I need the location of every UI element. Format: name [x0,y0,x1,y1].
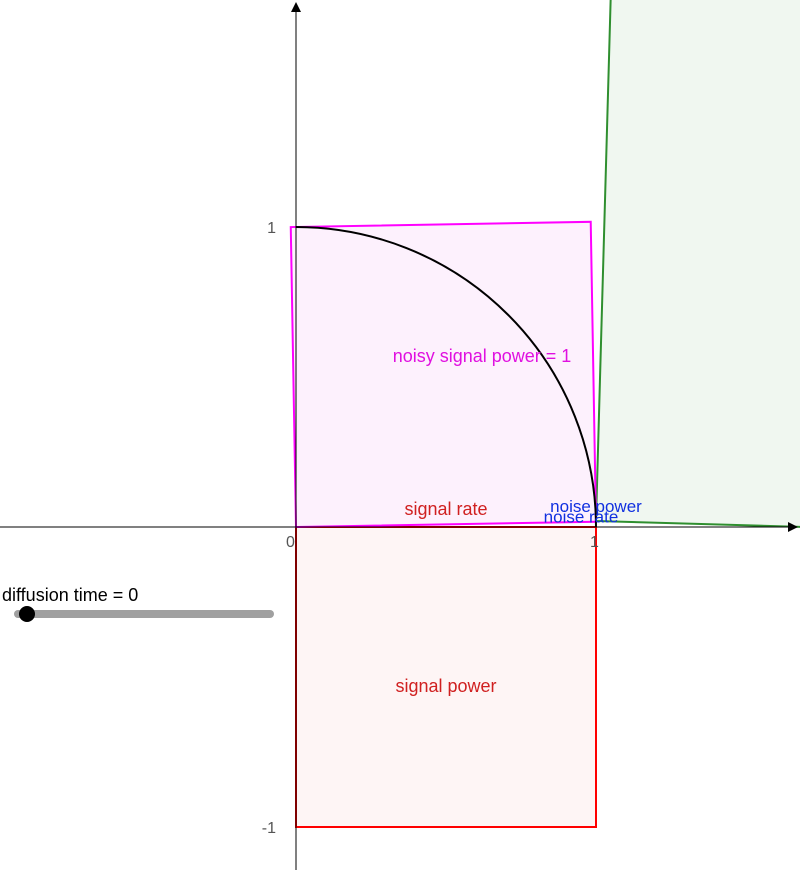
signal-power-label: signal power [395,676,496,696]
slider-thumb[interactable] [19,606,35,622]
diagram-canvas: 0 1 1 -1 noisy signal power = 1 signal power s… [0,0,800,870]
y-axis-arrow [291,2,301,12]
noisy-signal-label: noisy signal power = 1 [393,346,572,366]
diffusion-time-slider[interactable]: diffusion time = 0 [2,585,292,618]
slider-label: diffusion time = 0 [2,585,292,606]
signal-rate-label: signal rate [404,499,487,519]
x-tick-label: 0 [286,534,295,551]
y-tick-label: 1 [267,220,276,237]
x-tick-label: 1 [590,534,599,551]
noise-power-label: noise power [550,497,642,516]
y-tick-label: -1 [262,820,276,837]
noisy-signal-square [291,222,596,527]
slider-track[interactable] [14,610,274,618]
slider-label-text: diffusion time = 0 [2,585,138,605]
green-region [596,0,800,527]
